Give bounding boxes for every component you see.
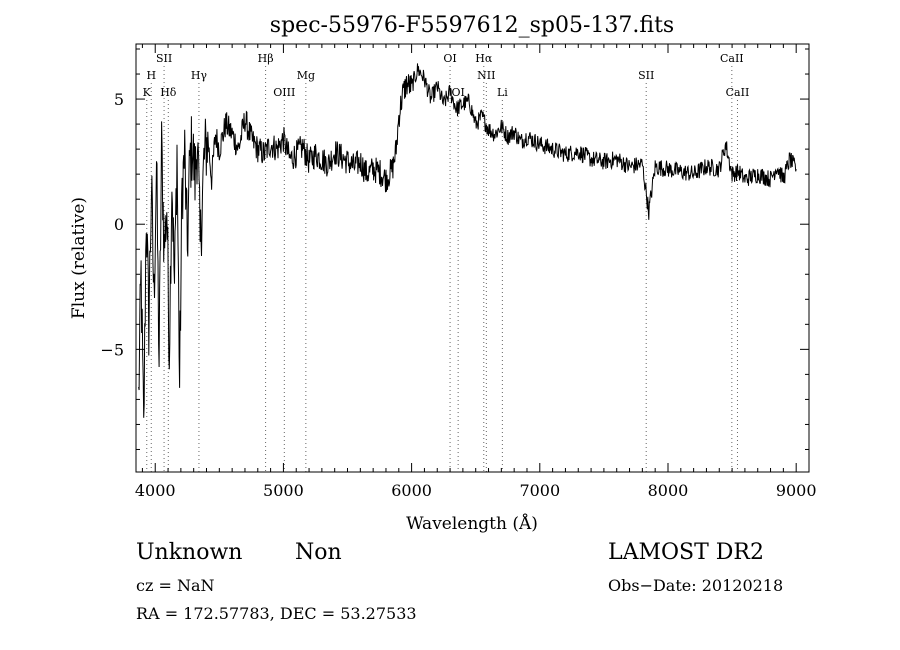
x-tick-label-5: 9000 (776, 481, 817, 500)
x-tick-label-0: 4000 (135, 481, 176, 500)
marker-label-6: OIII (273, 86, 295, 99)
spectrum-line (138, 63, 797, 418)
redshift-label: cz = NaN (136, 576, 215, 595)
marker-label-3: Hδ (160, 86, 177, 99)
x-tick-label-2: 6000 (391, 481, 432, 500)
marker-label-7: Mg (297, 69, 315, 82)
survey-label: LAMOST DR2 (608, 540, 764, 565)
marker-label-14: CaII (720, 52, 744, 65)
obs-date-label: Obs−Date: 20120218 (608, 576, 784, 595)
x-tick-label-3: 7000 (519, 481, 560, 500)
y-tick-label-0: −5 (100, 340, 124, 359)
marker-label-0: K (143, 86, 152, 99)
x-axis-label: Wavelength (Å) (406, 513, 538, 534)
marker-label-12: Li (497, 86, 508, 99)
marker-label-1: H (146, 69, 156, 82)
marker-label-10: Hα (475, 52, 493, 65)
marker-label-11: NII (477, 69, 495, 82)
marker-label-2: SII (156, 52, 172, 65)
marker-label-8: OI (443, 52, 456, 65)
marker-label-5: Hβ (258, 52, 274, 65)
marker-label-4: Hγ (191, 69, 208, 82)
marker-label-13: SII (638, 69, 654, 82)
marker-label-9: OI (451, 86, 464, 99)
x-tick-label-4: 8000 (648, 481, 689, 500)
class-label: Unknown (136, 540, 243, 565)
x-tick-label-1: 5000 (263, 481, 304, 500)
chart-title: spec-55976-F5597612_sp05-137.fits (270, 13, 674, 38)
y-tick-label-2: 5 (114, 90, 124, 109)
marker-label-15: CaII (726, 86, 750, 99)
subclass-label: Non (295, 540, 342, 565)
coordinates-label: RA = 172.57783, DEC = 53.27533 (136, 604, 417, 623)
axes: 4000 5000 6000 7000 8000 9000 −5 0 5 (100, 44, 817, 500)
y-tick-label-1: 0 (114, 215, 124, 234)
plot-frame (135, 43, 810, 473)
y-axis-label: Flux (relative) (69, 197, 89, 319)
